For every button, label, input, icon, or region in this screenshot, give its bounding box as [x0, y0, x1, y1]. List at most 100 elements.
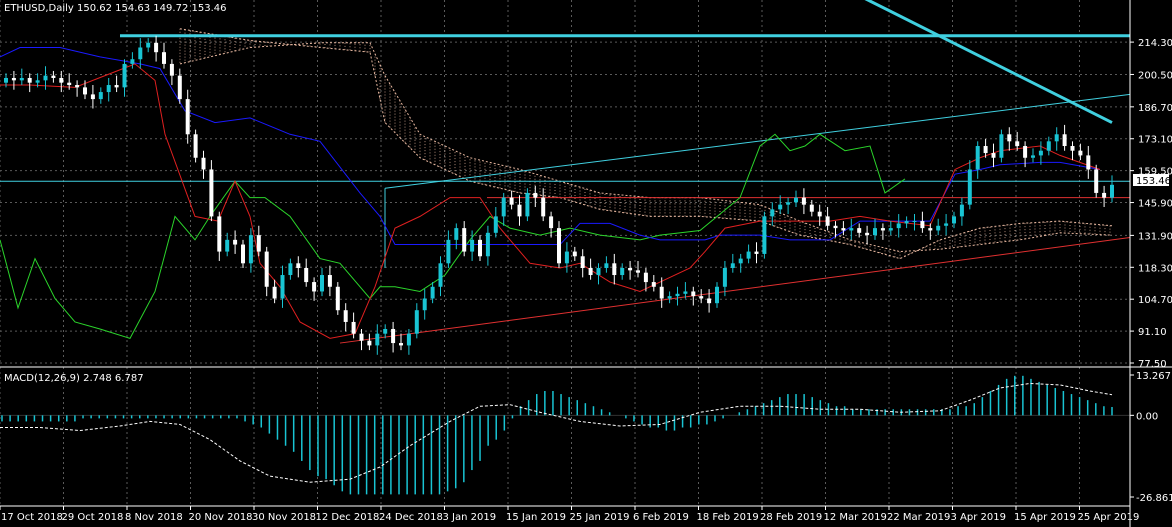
candle-body	[873, 228, 877, 236]
candle-body	[620, 267, 625, 276]
main-chart-title: ETHUSD,Daily 150.62 154.63 149.72 153.46	[4, 3, 226, 14]
candle-body	[130, 59, 135, 64]
macd-signal-line	[0, 382, 1113, 483]
ichimoku-cloud	[179, 28, 1111, 259]
y-tick-label: 77.50	[1138, 359, 1167, 370]
candle-body	[643, 272, 648, 283]
candle-body	[1062, 134, 1067, 147]
candle-body	[414, 310, 419, 334]
x-tick-label: 18 Feb 2019	[697, 512, 759, 523]
candle-body	[920, 221, 925, 229]
candle-body	[90, 94, 95, 100]
candle-body	[343, 310, 348, 322]
macd-y-tick-label: 13.267	[1136, 371, 1171, 382]
candle-body	[391, 328, 396, 344]
x-tick-label: 15 Jan 2019	[506, 512, 566, 523]
trendline	[339, 237, 1131, 344]
candle-body	[154, 42, 159, 53]
candle-body	[485, 232, 490, 257]
y-tick-label: 104.70	[1138, 295, 1172, 306]
candle-body	[19, 77, 24, 81]
candle-body	[375, 333, 380, 346]
candle-body	[541, 197, 546, 217]
candle-body	[169, 63, 174, 76]
candle-body	[904, 221, 909, 224]
macd-panel	[0, 375, 1130, 495]
macd-title: MACD(12,26,9) 2.748 6.787	[4, 373, 144, 384]
candle-body	[557, 228, 561, 264]
candle-body	[786, 202, 791, 205]
x-tick-label: 24 Dec 2018	[379, 512, 443, 523]
candle-body	[75, 85, 80, 88]
candle-body	[359, 333, 364, 341]
candle-body	[659, 286, 664, 299]
candle-body	[493, 216, 498, 233]
candle-body	[770, 209, 775, 217]
candle-body	[288, 263, 293, 276]
x-tick-label: 15 Apr 2019	[1014, 512, 1076, 523]
trendline	[864, 0, 1113, 124]
candle-body	[667, 296, 672, 299]
candle-body	[612, 263, 617, 276]
candle-body	[896, 223, 901, 229]
candle-body	[746, 251, 751, 259]
x-tick-label: 20 Nov 2018	[189, 512, 253, 523]
candle-body	[177, 75, 182, 100]
candle-body	[762, 216, 767, 254]
x-tick-label: 12 Mar 2019	[824, 512, 887, 523]
candle-body	[833, 225, 838, 229]
candle-body	[241, 244, 245, 264]
candle-body	[201, 157, 206, 170]
candle-body	[1102, 192, 1107, 198]
candle-body	[841, 228, 846, 231]
candle-body	[114, 85, 119, 88]
candle-body	[952, 216, 956, 224]
candle-body	[517, 204, 522, 217]
chikou-span	[0, 133, 906, 339]
candle-body	[351, 321, 356, 334]
y-tick-label: 200.50	[1138, 70, 1172, 81]
candle-body	[722, 267, 727, 287]
macd-y-tick-label: 0.00	[1136, 411, 1158, 422]
candle-body	[525, 192, 530, 217]
candle-body	[857, 228, 862, 233]
candle-body	[975, 146, 980, 170]
candle-body	[1110, 184, 1114, 198]
candle-body	[35, 80, 40, 83]
candle-body	[754, 251, 759, 254]
candle-body	[146, 42, 151, 48]
candle-body	[106, 85, 111, 93]
candle-body	[312, 282, 317, 292]
candle-body	[406, 333, 411, 346]
candle-body	[320, 275, 324, 292]
y-tick-label: 186.70	[1138, 103, 1172, 114]
candle-body	[209, 169, 214, 217]
candle-body	[730, 263, 735, 268]
candle-body	[683, 291, 688, 294]
candle-body	[138, 47, 143, 60]
candle-body	[1086, 155, 1091, 170]
y-tick-label: 173.10	[1138, 135, 1172, 146]
candle-body	[999, 134, 1004, 158]
candle-body	[1038, 150, 1043, 156]
candle-body	[549, 216, 554, 229]
candle-body	[691, 291, 696, 297]
candle-body	[699, 296, 704, 299]
candle-body	[280, 275, 285, 299]
candle-body	[809, 204, 814, 212]
candle-body	[462, 228, 467, 252]
candles	[4, 35, 1114, 355]
candle-body	[707, 298, 712, 304]
candle-body	[991, 153, 996, 158]
candle-body	[59, 77, 64, 83]
candle-body	[264, 251, 269, 287]
candle-body	[936, 225, 941, 231]
candle-body	[888, 228, 893, 231]
candle-body	[470, 239, 475, 252]
candle-body	[849, 228, 854, 231]
y-tick-label: 214.30	[1138, 38, 1172, 49]
candle-body	[446, 239, 451, 264]
candle-body	[588, 267, 593, 276]
candle-body	[1070, 146, 1075, 151]
